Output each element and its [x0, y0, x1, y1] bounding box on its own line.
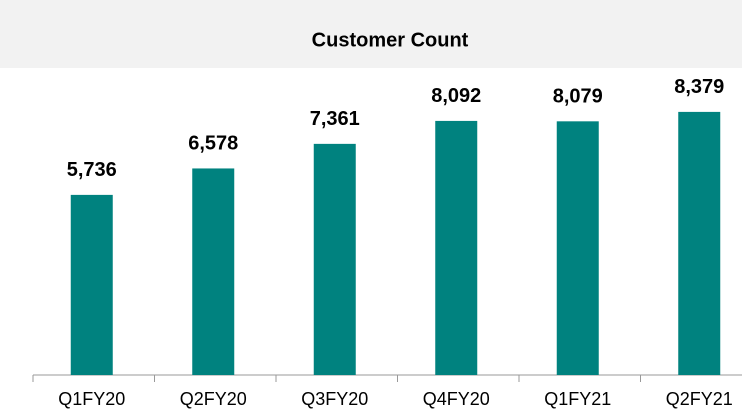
x-tick-label: Q1FY21 — [544, 389, 611, 409]
bar — [678, 111, 721, 375]
x-tick-label: Q2FY20 — [180, 389, 247, 409]
title-band — [0, 0, 742, 68]
x-tick-label: Q1FY20 — [58, 389, 125, 409]
bar — [313, 143, 356, 375]
x-tick-label: Q3FY20 — [301, 389, 368, 409]
bar — [192, 168, 235, 375]
data-label: 8,379 — [674, 76, 724, 98]
bar — [70, 194, 113, 375]
data-label: 8,092 — [431, 85, 481, 107]
chart-title: Customer Count — [312, 29, 469, 51]
bar — [435, 120, 478, 376]
data-label: 8,079 — [553, 86, 603, 108]
data-label: 5,736 — [67, 159, 117, 181]
x-tick-label: Q4FY20 — [423, 389, 490, 409]
x-tick-label: Q2FY21 — [666, 389, 733, 409]
data-label: 7,361 — [310, 108, 360, 130]
data-label: 6,578 — [188, 133, 238, 155]
bar — [556, 121, 599, 375]
